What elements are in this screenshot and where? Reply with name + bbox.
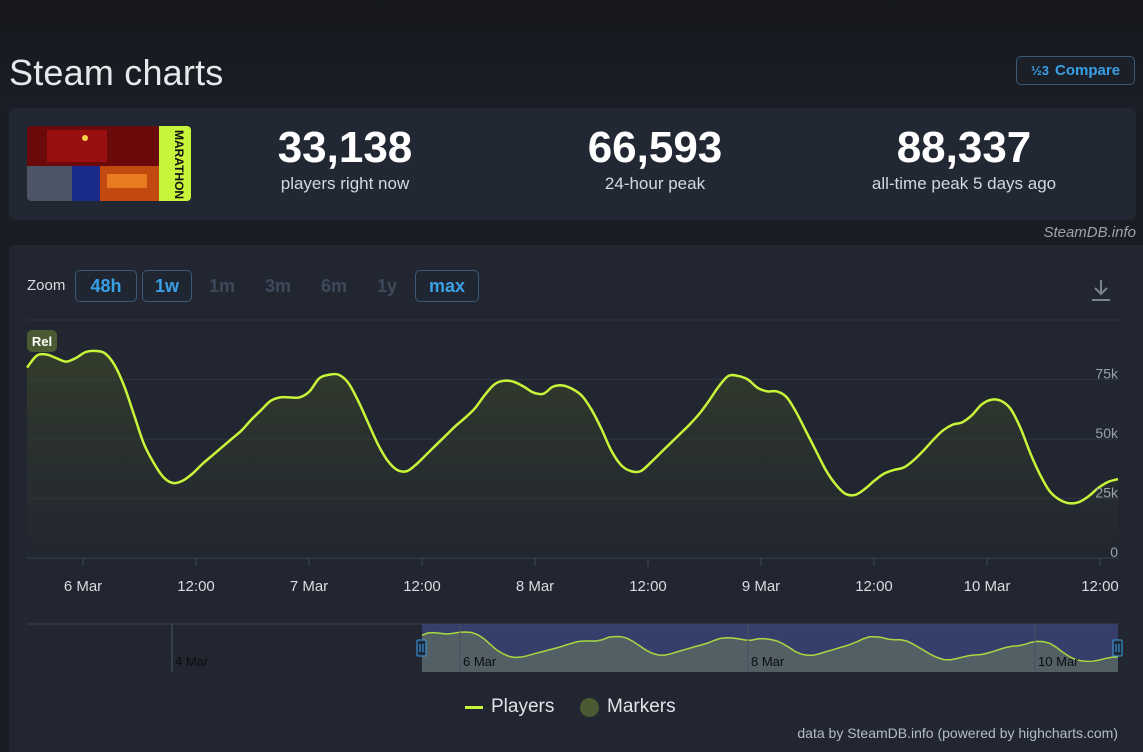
game-capsule-image[interactable]: MARATHON [27,126,191,201]
stat-value: 88,337 [896,123,1032,172]
x-tick-label: 12:00 [1081,578,1119,595]
stat-value: 66,593 [587,123,723,172]
range-navigator: 4 Mar 6 Mar 8 Mar 10 Mar [27,623,1123,672]
x-tick-label: 12:00 [177,578,215,595]
navigator-line [421,631,1119,663]
x-tick-label: 10 Mar [964,578,1011,595]
navigator-label: 8 Mar [751,654,785,669]
release-marker: Rel [27,330,57,352]
legend-players-label: Players [491,696,555,717]
legend-players-swatch [465,705,483,709]
chart-footer-credit[interactable]: data by SteamDB.info (powered by highcha… [797,725,1118,741]
zoom-1y-button[interactable]: 1y [376,275,398,296]
x-tick-label: 8 Mar [516,578,554,595]
player-stats-panel: MARATHON 33,138 players right now 66,593… [9,108,1136,220]
zoom-6m-button[interactable]: 6m [320,275,347,296]
stat-24h-peak: 66,593 24-hour peak [555,126,755,194]
stat-label: 24-hour peak [604,174,706,193]
y-tick-label: 75k [1095,366,1119,382]
navigator-label: 6 Mar [463,654,497,669]
download-icon[interactable] [1090,278,1112,302]
capsule-art: MARATHON [27,126,191,201]
steamdb-credit[interactable]: SteamDB.info [1043,224,1136,241]
players-area [27,350,1118,558]
navigator-area [422,631,1118,672]
y-tick-label: 0 [1110,544,1118,560]
page-header-background [0,0,1143,110]
players-line [26,349,1119,505]
compare-icon: ½3 [1030,63,1050,78]
stat-label: all-time peak 5 days ago [871,174,1057,193]
release-marker-label: Rel [32,334,52,349]
stat-all-time-peak: 88,337 all-time peak 5 days ago [844,126,1084,194]
navigator-label: 10 Mar [1038,654,1079,669]
compare-label: Compare [1055,62,1121,79]
y-axis-labels: 0 25k 50k 75k [1095,366,1119,561]
zoom-3m-button[interactable]: 3m [264,275,291,296]
navigator-handle [416,639,427,657]
navigator-label: 4 Mar [175,654,209,669]
x-tick-label: 9 Mar [742,578,780,595]
y-tick-label: 25k [1095,485,1119,501]
x-axis-labels: 6 Mar 12:00 7 Mar 12:00 8 Mar 12:00 9 Mar 12:00… [64,558,1119,595]
x-tick-label: 7 Mar [290,578,328,595]
zoom-label: Zoom [27,277,66,294]
x-tick-label: 12:00 [855,578,893,595]
zoom-48h-button[interactable]: 48h [75,270,137,302]
navigator-handle [1112,639,1123,657]
legend-markers-swatch [580,697,599,717]
zoom-max-button[interactable]: max [415,270,479,302]
stat-value: 33,138 [277,123,413,172]
stat-current-players: 33,138 players right now [245,126,445,194]
legend-markers-label: Markers [607,696,676,717]
x-tick-label: 12:00 [629,578,667,595]
x-tick-label: 12:00 [403,578,441,595]
y-tick-label: 50k [1095,425,1119,441]
stat-label: players right now [280,174,410,193]
legend-markers[interactable]: Markers [580,696,676,718]
zoom-1m-button[interactable]: 1m [208,275,235,296]
release-marker-badge [27,330,57,352]
compare-button[interactable]: ½3 Compare [1016,56,1135,85]
capsule-title-text: MARATHON [172,130,186,199]
legend-players[interactable]: Players [465,696,554,718]
zoom-1w-button[interactable]: 1w [142,270,192,302]
x-tick-label: 6 Mar [64,578,102,595]
page-title: Steam charts [9,52,224,93]
